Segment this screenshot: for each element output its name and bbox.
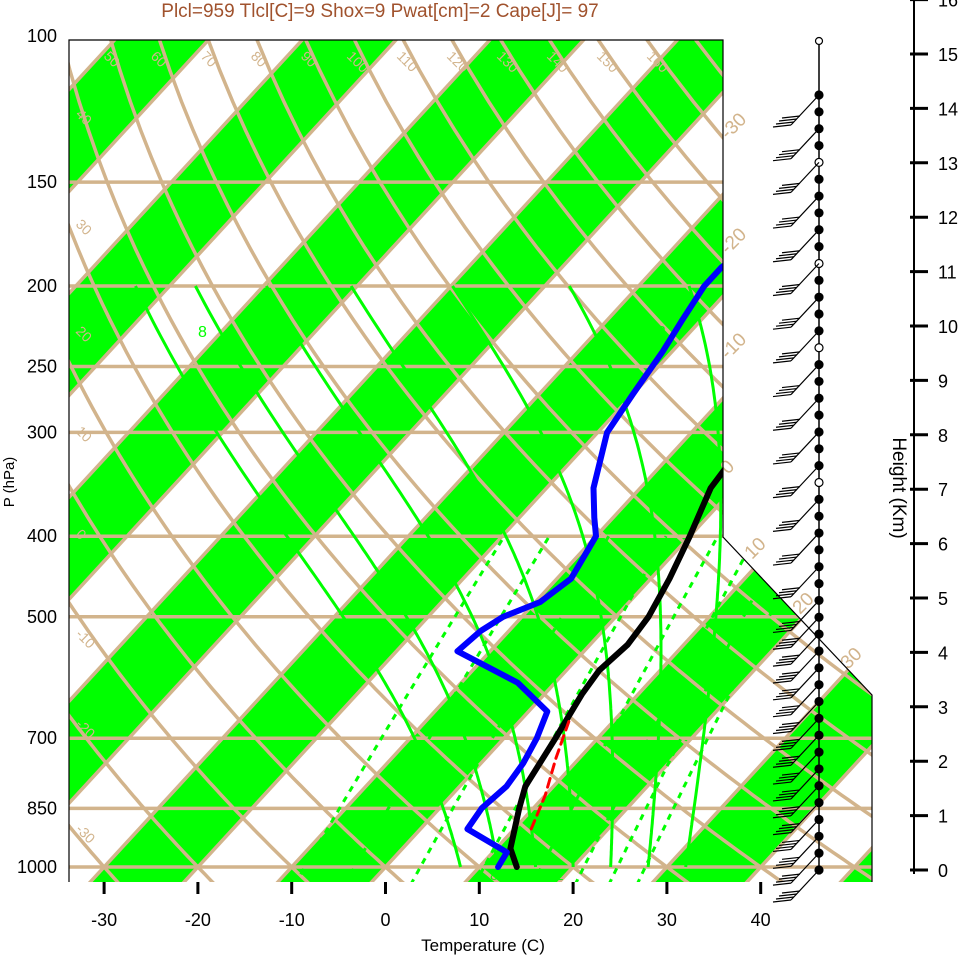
x-tick-label: 40 bbox=[751, 910, 771, 930]
height-tick-label: 4 bbox=[938, 643, 948, 663]
height-tick-label: 6 bbox=[938, 535, 948, 555]
height-tick-label: 2 bbox=[938, 752, 948, 772]
moist-adiabat bbox=[686, 286, 721, 867]
pressure-tick-label: 250 bbox=[27, 357, 57, 377]
wind-level-marker bbox=[815, 411, 823, 419]
wind-level-marker bbox=[815, 276, 823, 284]
pressure-tick-label: 1000 bbox=[17, 857, 57, 877]
x-axis-label: Temperature (C) bbox=[421, 936, 545, 955]
x-tick-label: 20 bbox=[563, 910, 583, 930]
wind-barb bbox=[773, 196, 819, 228]
height-tick-label: 9 bbox=[938, 371, 948, 391]
isotherm-label: -10 bbox=[717, 329, 751, 363]
wind-barb bbox=[773, 466, 819, 498]
wind-level-open bbox=[816, 38, 823, 45]
height-tick-label: 7 bbox=[938, 480, 948, 500]
height-tick-label: 11 bbox=[938, 263, 957, 283]
height-axis-label: Height (Km) bbox=[888, 437, 909, 538]
wind-barb bbox=[773, 499, 819, 531]
wind-level-marker bbox=[815, 580, 823, 588]
wind-level-marker bbox=[815, 445, 823, 453]
wind-level-marker bbox=[815, 512, 823, 520]
height-tick-label: 16 bbox=[938, 0, 958, 11]
height-tick-label: 14 bbox=[938, 99, 958, 119]
wind-barb bbox=[773, 230, 819, 262]
wind-barb bbox=[773, 263, 819, 295]
wind-barb bbox=[773, 567, 819, 599]
isotherm-label: 30 bbox=[837, 644, 867, 674]
pressure-tick-label: 200 bbox=[27, 276, 57, 296]
wind-barb bbox=[773, 95, 819, 127]
height-tick-label: 1 bbox=[938, 807, 948, 827]
wind-barb bbox=[773, 533, 819, 565]
wind-barb bbox=[773, 398, 819, 430]
moist-adiabat-label: 8 bbox=[198, 324, 207, 341]
pressure-tick-label: 700 bbox=[27, 728, 57, 748]
height-tick-label: 12 bbox=[938, 208, 958, 228]
height-tick-label: 15 bbox=[938, 45, 958, 65]
dry-adiabat-label: -30 bbox=[73, 821, 99, 847]
mixing-ratio-label: 12 bbox=[548, 867, 564, 883]
dry-adiabat-label: 10 bbox=[73, 423, 95, 445]
pressure-tick-label: 500 bbox=[27, 607, 57, 627]
wind-barb bbox=[773, 297, 819, 329]
dry-adiabat-label: 30 bbox=[73, 216, 95, 238]
x-tick-label: -10 bbox=[279, 910, 305, 930]
wind-barb bbox=[773, 129, 819, 161]
dry-adiabat bbox=[0, 0, 39, 901]
height-tick-label: 13 bbox=[938, 154, 958, 174]
wind-level-marker bbox=[815, 377, 823, 385]
wind-level-marker bbox=[815, 108, 823, 116]
isotherm-line bbox=[0, 0, 5, 901]
x-tick-label: -20 bbox=[185, 910, 211, 930]
x-tick-label: -30 bbox=[91, 910, 117, 930]
wind-level-marker bbox=[815, 175, 823, 183]
wind-level-marker bbox=[815, 479, 823, 487]
wind-barb bbox=[773, 162, 819, 194]
x-tick-label: 0 bbox=[380, 910, 390, 930]
height-tick-label: 8 bbox=[938, 426, 948, 446]
height-tick-label: 3 bbox=[938, 698, 948, 718]
height-tick-label: 0 bbox=[938, 861, 948, 881]
height-tick-label: 10 bbox=[938, 317, 958, 337]
dry-adiabat-label: -10 bbox=[73, 626, 99, 652]
wind-level-marker bbox=[815, 310, 823, 318]
dry-adiabat-label: 110 bbox=[394, 48, 421, 75]
y-axis-label: P (hPa) bbox=[1, 457, 18, 508]
pressure-tick-label: 150 bbox=[27, 172, 57, 192]
wind-barb bbox=[773, 432, 819, 464]
pressure-tick-label: 300 bbox=[27, 422, 57, 442]
wind-level-marker bbox=[815, 142, 823, 150]
wind-level-marker bbox=[815, 344, 823, 352]
wind-barb bbox=[773, 365, 819, 397]
wind-level-marker bbox=[815, 243, 823, 251]
x-tick-label: 30 bbox=[657, 910, 677, 930]
mixing-ratio-label: 3 bbox=[360, 867, 368, 883]
moist-adiabat-label: 24 bbox=[438, 324, 456, 341]
moist-adiabat-label: 16 bbox=[262, 324, 280, 341]
wind-level-marker bbox=[815, 209, 823, 217]
height-tick-label: 5 bbox=[938, 589, 948, 609]
pressure-tick-label: 850 bbox=[27, 798, 57, 818]
chart-title: Plcl=959 Tlcl[C]=9 Shox=9 Pwat[cm]=2 Cap… bbox=[161, 1, 598, 22]
x-tick-label: 10 bbox=[469, 910, 489, 930]
isotherm-label: 10 bbox=[741, 534, 771, 564]
dry-adiabat-label: 150 bbox=[594, 48, 622, 76]
wind-barb bbox=[773, 331, 819, 363]
pressure-tick-label: 400 bbox=[27, 526, 57, 546]
moist-adiabat-label: 32 bbox=[648, 324, 666, 341]
wind-level-marker bbox=[815, 546, 823, 554]
pressure-tick-label: 100 bbox=[27, 26, 57, 46]
